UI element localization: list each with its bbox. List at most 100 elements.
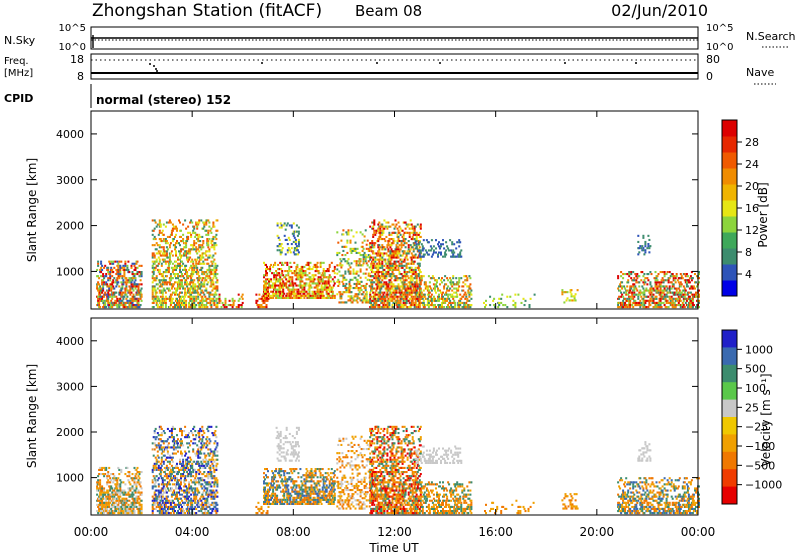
data-cell	[303, 282, 306, 285]
data-cell	[131, 491, 134, 494]
data-cell	[191, 221, 194, 224]
data-cell	[193, 242, 196, 245]
data-cell	[398, 289, 401, 292]
data-cell	[301, 280, 304, 283]
data-cell	[183, 299, 186, 302]
data-cell	[381, 252, 384, 255]
data-cell	[382, 271, 385, 274]
data-cell	[174, 306, 176, 309]
data-cell	[673, 279, 676, 282]
data-cell	[99, 268, 102, 271]
data-cell	[642, 301, 645, 304]
data-cell	[372, 271, 375, 274]
data-cell	[386, 273, 389, 276]
data-cell	[103, 283, 106, 286]
data-cell	[163, 250, 166, 253]
nave-point	[439, 62, 441, 64]
data-cell	[644, 245, 647, 248]
data-cell	[327, 282, 330, 285]
data-cell	[659, 283, 662, 286]
data-cell	[563, 301, 566, 304]
data-cell	[440, 279, 442, 282]
data-cell	[333, 296, 336, 299]
data-cell	[180, 256, 182, 259]
data-cell	[338, 282, 341, 285]
data-cell	[349, 241, 352, 244]
data-cell	[354, 249, 357, 252]
data-cell	[404, 293, 407, 296]
data-cell	[103, 266, 106, 269]
data-cell	[444, 255, 447, 258]
data-cell	[372, 304, 375, 307]
data-cell	[350, 251, 353, 254]
data-cell	[201, 301, 204, 304]
data-cell	[189, 266, 192, 269]
data-cell	[389, 287, 392, 290]
data-cell	[330, 288, 333, 291]
data-cell	[360, 299, 363, 302]
data-cell	[432, 251, 435, 254]
data-cell	[286, 270, 289, 273]
data-cell	[195, 262, 198, 265]
data-cell	[261, 306, 264, 309]
data-cell	[207, 242, 210, 245]
data-cell	[377, 299, 380, 302]
data-cell	[164, 271, 167, 274]
data-cell	[175, 277, 177, 280]
data-cell	[112, 281, 115, 284]
data-cell	[139, 279, 142, 282]
data-cell	[442, 291, 444, 294]
data-cell	[314, 270, 317, 273]
data-cell	[127, 268, 130, 271]
data-cell	[400, 285, 403, 288]
data-cell	[209, 299, 212, 302]
data-cell	[317, 276, 320, 279]
data-cell	[206, 275, 209, 278]
ytick-label: 4000	[56, 128, 84, 141]
data-cell	[176, 297, 178, 300]
data-cell	[349, 270, 352, 273]
data-cell	[349, 284, 352, 287]
data-cell	[115, 301, 118, 304]
data-cell	[470, 293, 473, 296]
data-cell	[268, 282, 270, 285]
data-cell	[258, 297, 261, 300]
nsearch-label: N.Search	[746, 30, 796, 43]
data-cell	[388, 306, 391, 309]
data-cell	[190, 260, 193, 263]
data-cell	[140, 264, 143, 267]
data-cell	[403, 240, 406, 243]
data-cell	[457, 283, 460, 286]
data-cell	[102, 473, 105, 476]
data-cell	[268, 280, 270, 283]
data-cell	[372, 281, 375, 284]
data-cell	[297, 240, 300, 243]
data-cell	[200, 262, 203, 265]
data-cell	[316, 288, 319, 291]
data-cell	[101, 281, 104, 284]
data-cell	[456, 293, 459, 296]
data-cell	[631, 291, 634, 294]
data-cell	[203, 285, 206, 288]
data-cell	[679, 293, 682, 296]
data-cell	[278, 296, 281, 299]
data-cell	[101, 466, 104, 469]
data-cell	[411, 291, 414, 294]
data-cell	[202, 260, 205, 263]
data-cell	[376, 287, 379, 290]
data-cell	[393, 227, 396, 230]
data-cell	[429, 245, 432, 248]
data-cell	[184, 219, 187, 222]
data-cell	[210, 242, 213, 245]
data-cell	[641, 249, 644, 252]
data-cell	[367, 260, 370, 263]
data-cell	[190, 233, 193, 236]
data-cell	[398, 287, 401, 290]
data-cell	[333, 265, 336, 268]
data-cell	[390, 258, 393, 261]
data-cell	[363, 251, 366, 254]
data-cell	[628, 291, 631, 294]
data-cell	[684, 293, 687, 296]
data-cell	[118, 473, 121, 476]
data-cell	[159, 283, 162, 286]
